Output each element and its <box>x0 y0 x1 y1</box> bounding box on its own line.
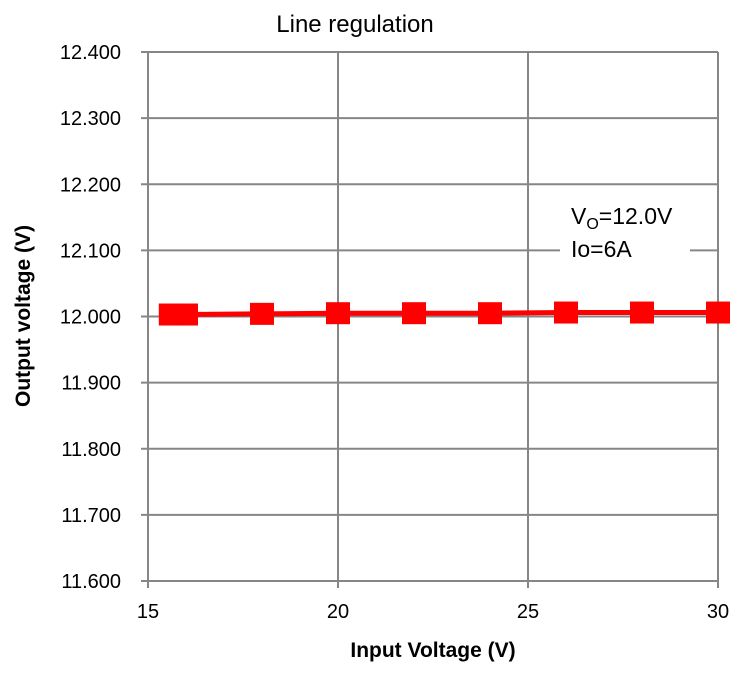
y-tick-label: 12.200 <box>60 174 121 196</box>
data-point <box>326 302 350 325</box>
annotation-io: Io=6A <box>571 236 632 262</box>
data-point <box>174 303 198 326</box>
data-point <box>250 302 274 325</box>
y-tick-label: 12.100 <box>60 240 121 262</box>
data-point <box>402 302 426 325</box>
x-tick-label: 20 <box>327 601 349 623</box>
annotation-background <box>560 200 690 265</box>
y-tick-label: 11.700 <box>61 505 121 527</box>
y-tick-label: 11.600 <box>61 571 121 593</box>
x-tick-label: 15 <box>137 601 159 623</box>
y-tick-labels: 11.600 11.700 11.800 11.900 12.000 12.100 12.2… <box>60 42 121 593</box>
annotation-vo: VO=12.0V <box>571 203 673 233</box>
x-axis-label: Input Voltage (V) <box>350 639 515 662</box>
data-point <box>554 301 578 324</box>
data-point <box>478 302 502 325</box>
y-tick-label: 12.000 <box>60 307 121 329</box>
y-tick-label: 12.300 <box>60 108 121 130</box>
x-tick-label: 25 <box>517 601 539 623</box>
y-tick-label: 12.400 <box>60 42 121 64</box>
chart-title: Line regulation <box>276 11 433 38</box>
data-point <box>630 301 654 324</box>
x-tick-label: 30 <box>707 601 729 623</box>
x-tick-labels: 15 20 25 30 <box>137 601 729 623</box>
y-tick-label: 11.800 <box>61 439 121 461</box>
data-point <box>706 301 730 324</box>
series <box>158 301 730 326</box>
annotation: VO=12.0V Io=6A <box>560 200 690 265</box>
y-axis-label: Output voltage (V) <box>12 225 35 407</box>
y-tick-label: 11.900 <box>61 373 121 395</box>
